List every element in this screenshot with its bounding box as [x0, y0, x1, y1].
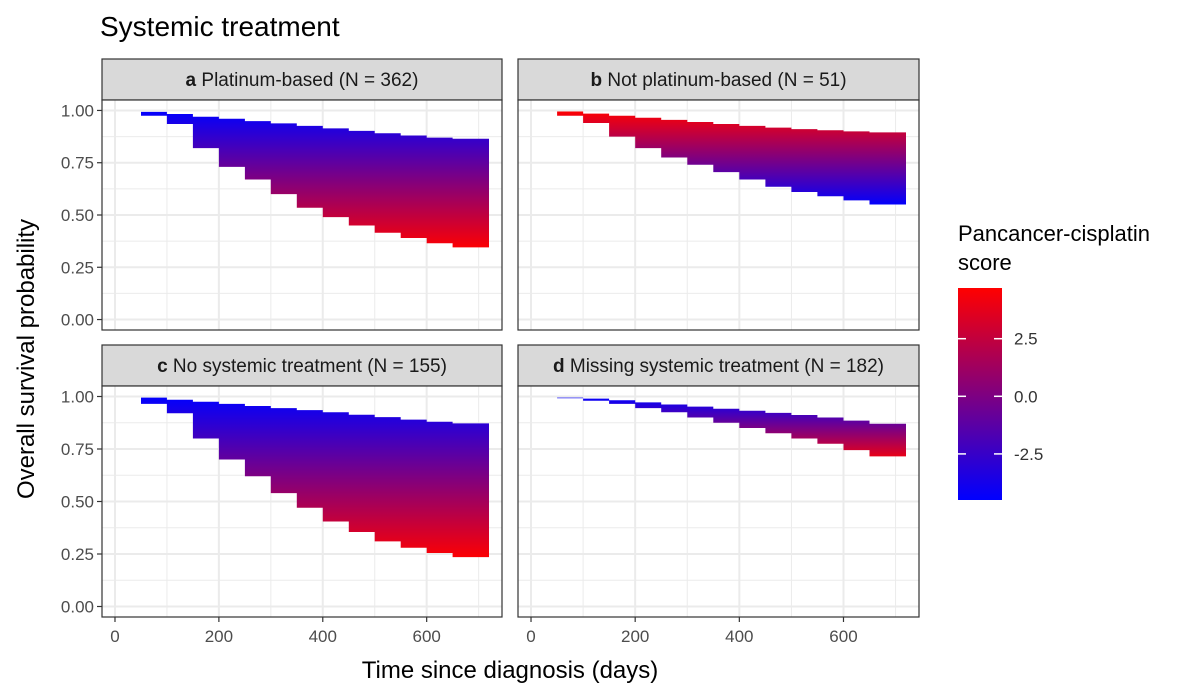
x-axis-title: Time since diagnosis (days): [362, 657, 659, 684]
y-tick-label: 0.25: [61, 545, 94, 564]
survival-band-b: [531, 110, 906, 206]
y-axis-title: Overall survival probability: [13, 219, 40, 499]
x-tick-label: 600: [412, 627, 440, 646]
x-tick-label: 400: [725, 627, 753, 646]
y-tick-label: 1.00: [61, 101, 94, 120]
facet-title: No systemic treatment (N = 155): [173, 356, 447, 377]
y-tick-label: 0.00: [61, 311, 94, 330]
survival-band-a: [115, 110, 489, 250]
survival-band-c: [115, 396, 489, 560]
facet-letter: c: [157, 356, 173, 377]
y-tick-label: 0.75: [61, 440, 94, 459]
panel-b: b Not platinum-based (N = 51): [517, 58, 920, 331]
panel-a: a Platinum-based (N = 362) 0.00 0.25 0.50 0.…: [61, 58, 503, 331]
facet-title: Missing systemic treatment (N = 182): [570, 356, 884, 377]
facet-label-b: b Not platinum-based (N = 51): [590, 70, 846, 91]
legend-title-line: score: [958, 250, 1012, 275]
y-tick-label: 0.50: [61, 206, 94, 225]
colorbar-tick-label: 2.5: [1014, 330, 1038, 349]
facet-strip-a: [101, 58, 503, 101]
x-tick-label: 200: [205, 627, 233, 646]
facet-strip-d: [517, 344, 920, 387]
facet-label-c: c No systemic treatment (N = 155): [157, 356, 447, 377]
facet-strip-c: [101, 344, 503, 387]
facet-title: Platinum-based (N = 362): [201, 70, 418, 91]
facet-letter: a: [186, 70, 202, 91]
x-tick-label: 0: [110, 627, 119, 646]
y-tick-label: 0.00: [61, 598, 94, 617]
colorbar-tick-label: 0.0: [1014, 387, 1038, 406]
colorbar-tick-label: -2.5: [1014, 445, 1043, 464]
colorbar: [958, 288, 1002, 500]
colorbar-legend: Pancancer-cisplatin score 2.5 0.0 -2.5: [958, 221, 1150, 500]
x-tick-label: 600: [829, 627, 857, 646]
panel-border: [517, 99, 920, 331]
y-tick-label: 0.75: [61, 154, 94, 173]
survival-band-d: [531, 396, 906, 463]
y-tick-label: 0.25: [61, 258, 94, 277]
gridlines: [518, 386, 919, 617]
facet-label-a: a Platinum-based (N = 362): [186, 70, 419, 91]
panel-d: d Missing systemic treatment (N = 182) 0 2…: [517, 344, 920, 646]
facet-strip-b: [517, 58, 920, 101]
panel-border: [517, 385, 920, 618]
x-tick-label: 0: [526, 627, 535, 646]
facet-label-d: d Missing systemic treatment (N = 182): [553, 356, 884, 377]
facet-letter: d: [553, 356, 570, 377]
y-tick-label: 1.00: [61, 388, 94, 407]
x-tick-label: 400: [309, 627, 337, 646]
x-tick-label: 200: [621, 627, 649, 646]
facet-title: Not platinum-based (N = 51): [607, 70, 846, 91]
panel-c: c No systemic treatment (N = 155) 0.00 0.2…: [61, 344, 503, 646]
chart-title: Systemic treatment: [100, 11, 340, 42]
legend-title-line: Pancancer-cisplatin: [958, 221, 1150, 246]
facet-letter: b: [590, 70, 607, 91]
y-tick-label: 0.50: [61, 493, 94, 512]
